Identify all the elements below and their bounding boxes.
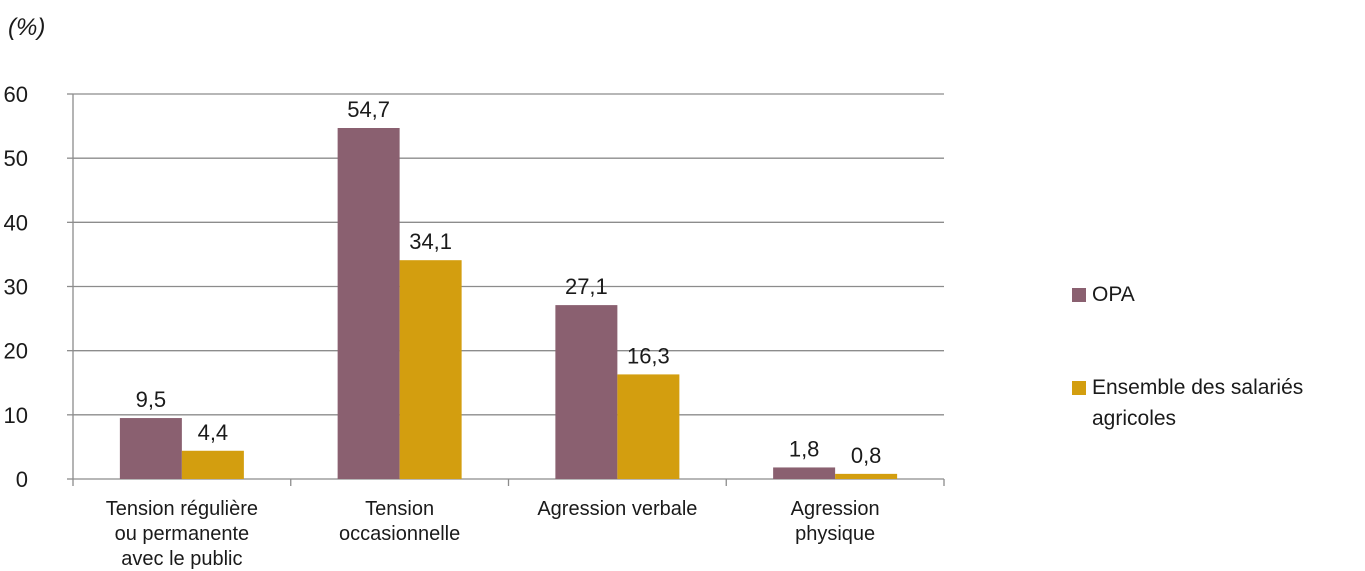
y-unit-label: (%) (8, 14, 46, 41)
bar (617, 374, 680, 479)
data-label: 16,3 (627, 343, 670, 368)
bar (181, 450, 244, 479)
x-category-label: Tension régulière (106, 498, 258, 520)
bar (555, 305, 618, 479)
y-tick-label: 50 (4, 146, 28, 171)
legend-item-ensemble: Ensemble des salariés agricoles (1072, 372, 1362, 434)
legend-swatch-opa (1072, 288, 1086, 302)
x-category-label: occasionnelle (339, 523, 460, 545)
data-label: 34,1 (409, 229, 452, 254)
x-category-label: ou permanente (115, 523, 250, 545)
data-label: 1,8 (789, 436, 820, 461)
data-label: 27,1 (565, 274, 608, 299)
bar (119, 418, 182, 479)
y-tick-label: 40 (4, 210, 28, 235)
y-tick-label: 30 (4, 275, 28, 300)
data-label: 54,7 (347, 97, 390, 122)
y-tick-label: 0 (16, 467, 28, 492)
bar (835, 473, 898, 479)
x-category-label: Agression (791, 498, 880, 520)
legend-label-ensemble: Ensemble des salariés agricoles (1092, 376, 1304, 430)
y-tick-label: 10 (4, 403, 28, 428)
x-category-label: avec le public (121, 548, 242, 570)
bar (399, 260, 462, 479)
x-category-label: physique (795, 523, 875, 545)
legend-item-opa: OPA (1072, 279, 1362, 310)
bar (773, 467, 836, 479)
legend-swatch-ensemble (1072, 381, 1086, 395)
data-label: 9,5 (136, 387, 167, 412)
data-label: 0,8 (851, 443, 882, 468)
data-label: 4,4 (198, 420, 229, 445)
y-tick-label: 60 (4, 82, 28, 107)
x-category-label: Tension (365, 498, 434, 520)
bar (337, 128, 400, 479)
bar-chart: 0 10 20 30 40 50 60 9,5 4,4 Tension régulière ou p… (4, 82, 945, 570)
x-category-label: Agression verbale (537, 498, 697, 520)
legend-label-opa: OPA (1092, 283, 1135, 306)
y-tick-label: 20 (4, 339, 28, 364)
